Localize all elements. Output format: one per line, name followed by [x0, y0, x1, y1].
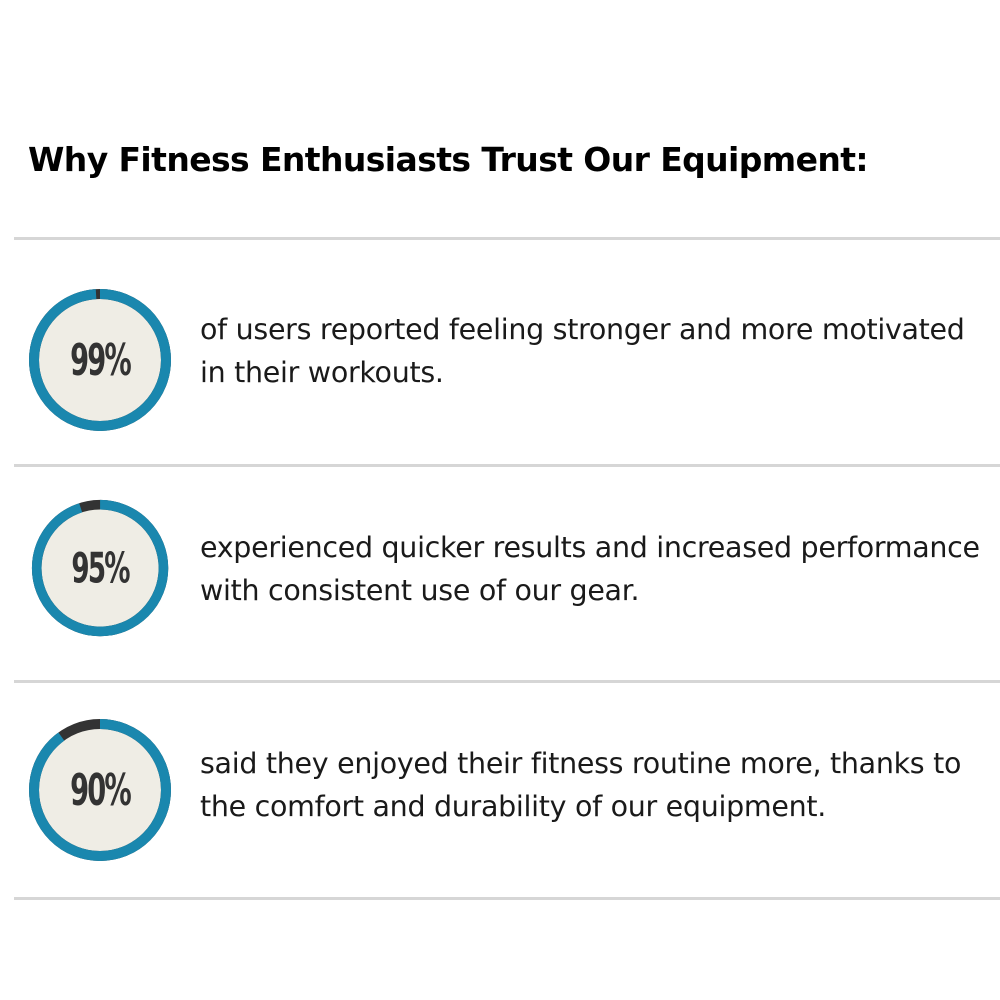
progress-ring: 99% [27, 287, 173, 433]
divider-top [14, 237, 1000, 240]
stat-description: said they enjoyed their fitness routine … [200, 747, 962, 823]
divider-bottom [14, 897, 1000, 900]
divider [14, 680, 1000, 683]
page-title: Why Fitness Enthusiasts Trust Our Equipm… [28, 140, 869, 179]
ring-fill [36, 504, 164, 632]
ring-fill [34, 724, 166, 856]
progress-ring: 95% [30, 498, 170, 638]
stat-description: experienced quicker results and increase… [200, 531, 980, 607]
stat-item-3: 90% said they enjoyed their fitness rout… [0, 683, 1000, 898]
stat-item-1: 99% of users reported feeling stronger a… [0, 240, 1000, 465]
progress-ring: 90% [27, 717, 173, 863]
ring-progress-arc [29, 289, 171, 431]
stat-item-2: 95% experienced quicker results and incr… [0, 467, 1000, 682]
ring-progress-arc [29, 719, 171, 861]
stat-description: of users reported feeling stronger and m… [200, 313, 965, 389]
divider [14, 464, 1000, 467]
percent-value: 99% [70, 334, 132, 386]
percent-value: 95% [71, 543, 130, 593]
ring-progress-arc [31, 499, 169, 637]
percent-value: 90% [70, 764, 132, 816]
ring-fill [34, 294, 166, 426]
